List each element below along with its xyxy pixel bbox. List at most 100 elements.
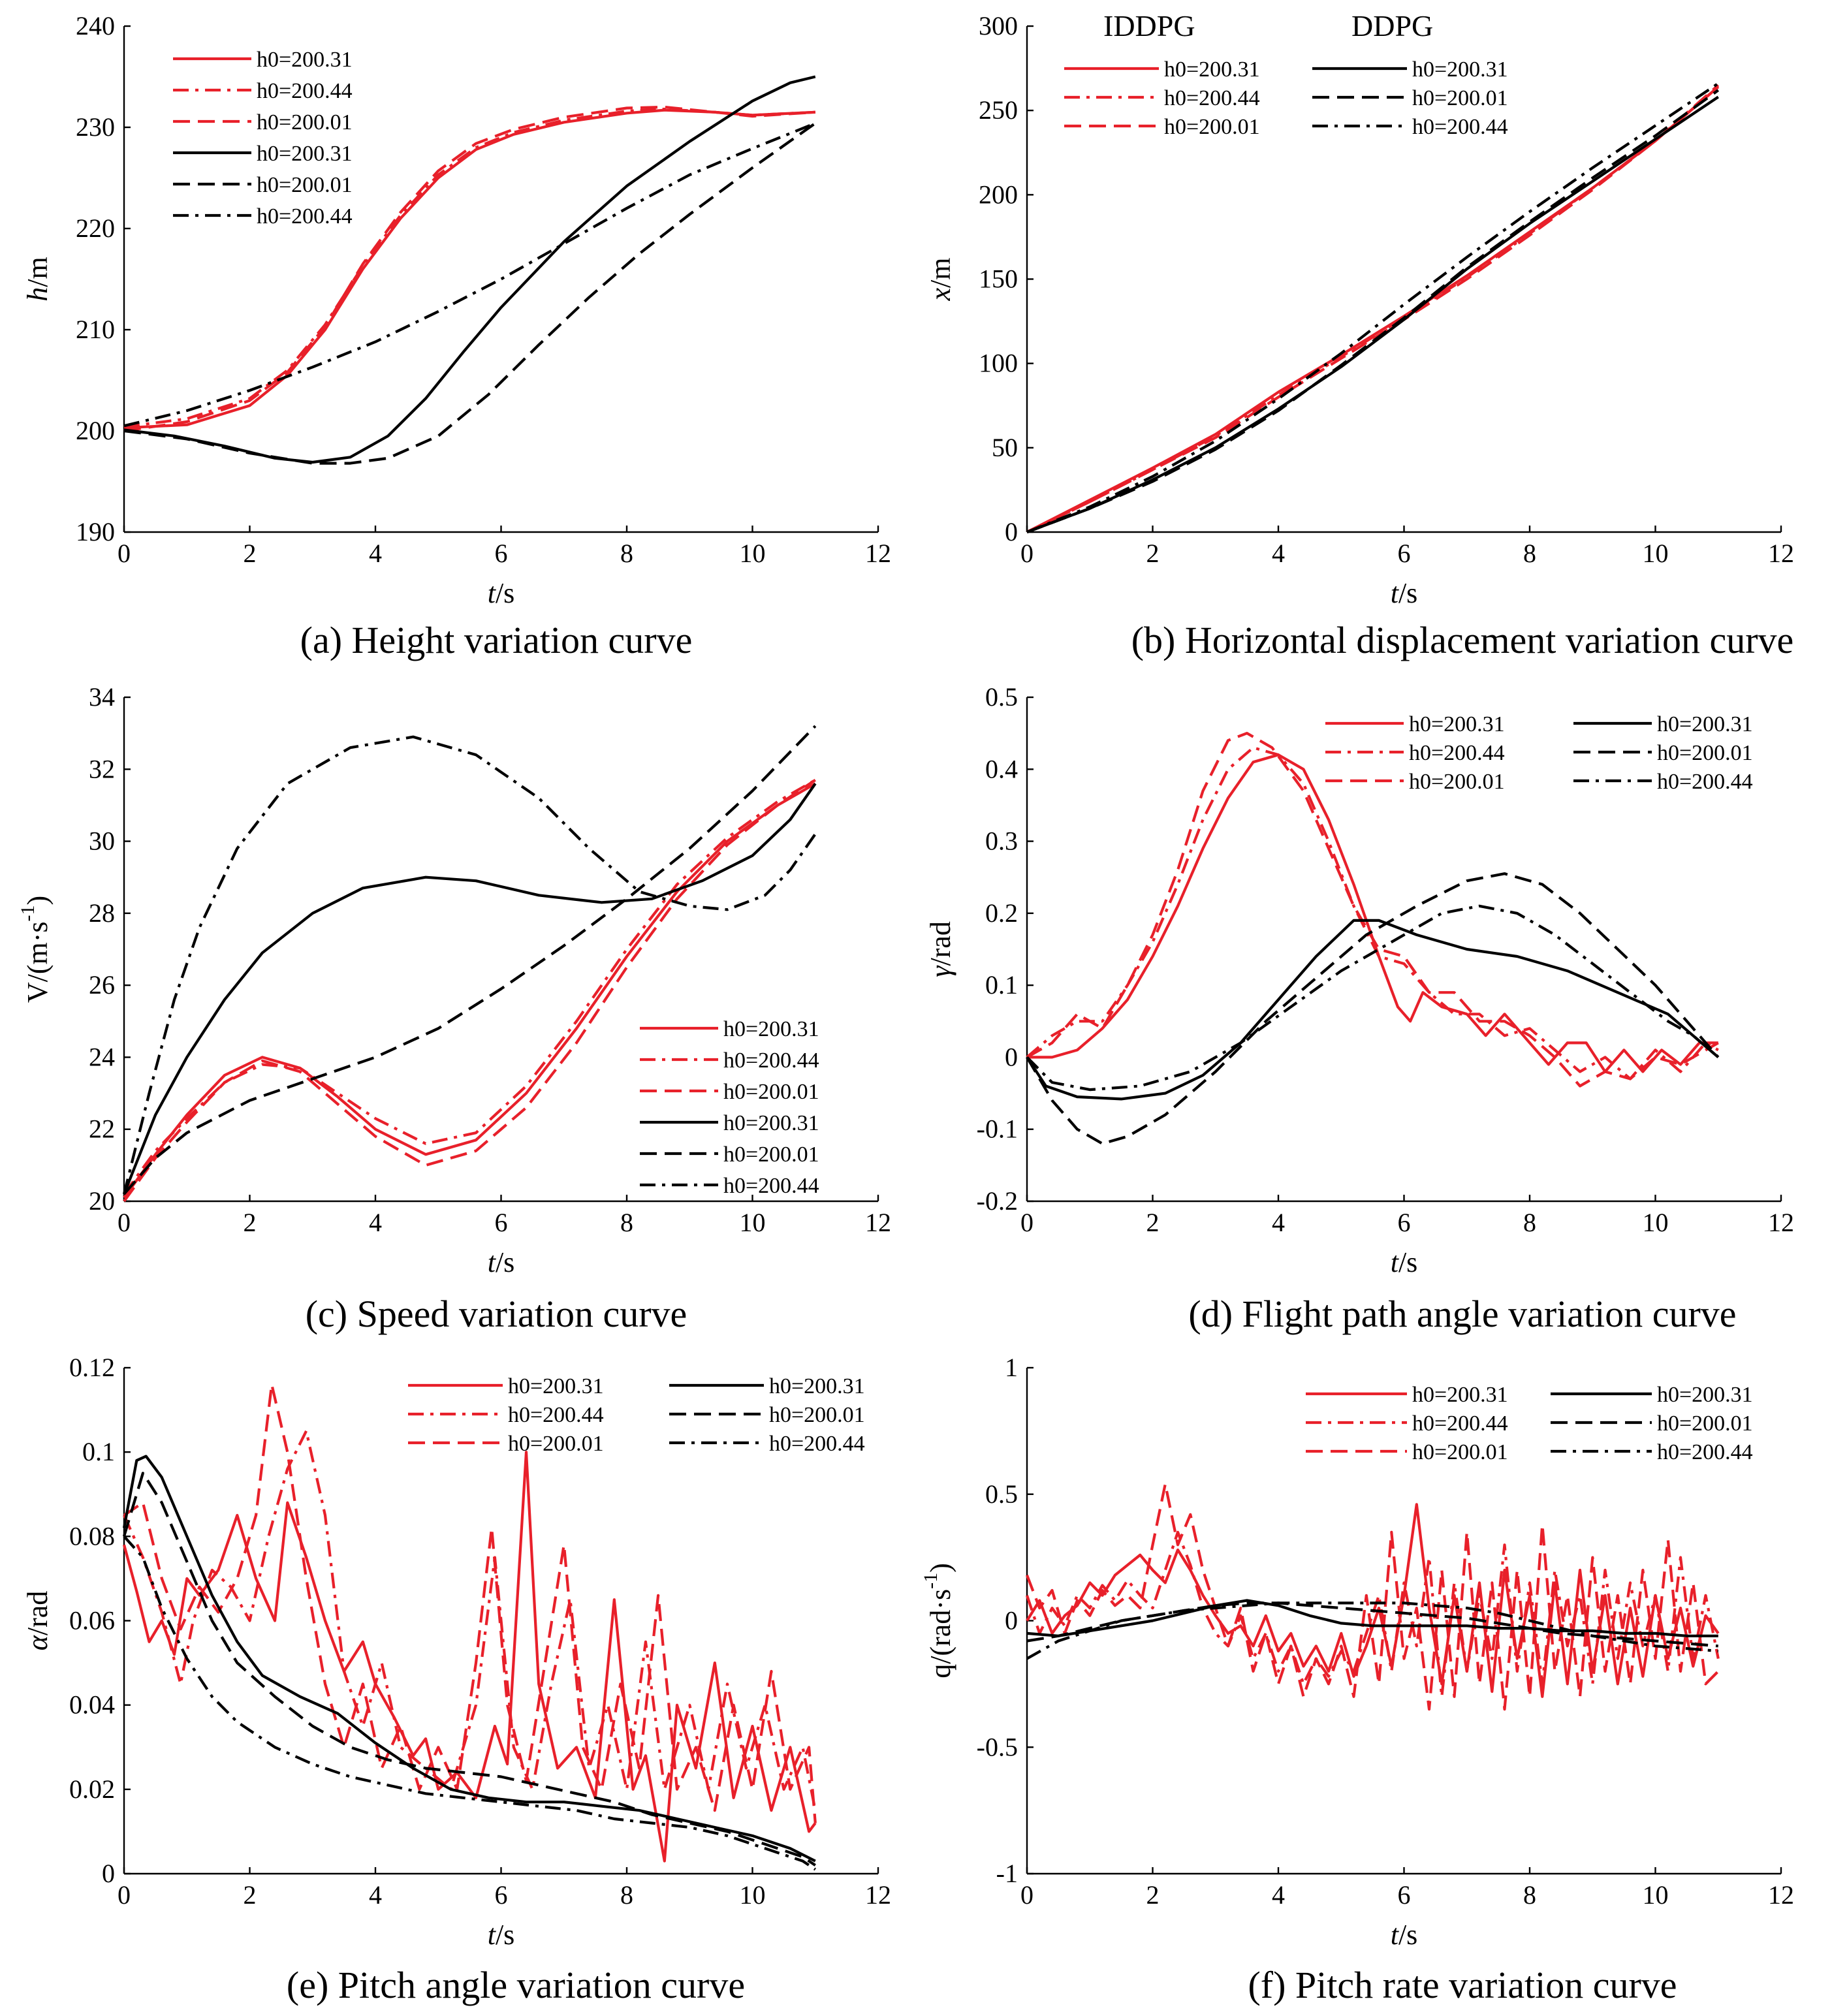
y-tick-label: 0 — [1005, 1606, 1018, 1635]
legend-header: DDPG — [1351, 9, 1433, 42]
y-tick-label: 220 — [76, 213, 115, 243]
y-tick-label: 32 — [89, 754, 115, 783]
x-axis-unit: /s — [1398, 577, 1417, 609]
series-IDDPG-h020044 — [123, 1429, 817, 1811]
y-tick-label: 30 — [89, 827, 115, 856]
series-IDDPG-h020001 — [1026, 1483, 1720, 1711]
x-axis-unit: /s — [496, 1919, 514, 1951]
legend-label: h0=200.44 — [723, 1174, 819, 1198]
panel-caption: (d) Flight path angle variation curve — [1188, 1293, 1736, 1335]
y-axis-title: γ/rad — [924, 921, 956, 977]
y-tick-label: 28 — [89, 898, 115, 928]
series-IDDPG-h020001 — [123, 1383, 817, 1823]
legend-label: h0=200.01 — [723, 1142, 819, 1167]
y-tick-label: 240 — [76, 11, 115, 40]
legend-label: h0=200.31 — [257, 48, 353, 72]
legend-label: h0=200.44 — [1657, 770, 1753, 794]
x-tick-label: 0 — [1020, 539, 1034, 568]
y-axis-exponent: -1 — [17, 906, 39, 922]
y-axis-unit: /rad — [924, 921, 956, 966]
x-tick-label: 12 — [865, 1880, 891, 1910]
legend-label: h0=200.01 — [1164, 115, 1260, 139]
legend: h0=200.31 h0=200.44 h0=200.01 h0=200.31 h0=2… — [173, 48, 353, 228]
series-DDPG-h020031 — [1026, 919, 1720, 1101]
x-tick-label: 4 — [369, 1880, 382, 1910]
legend: IDDPG DDPG h0=200.31 h0=200.44 h0=200.01 h0=2… — [1064, 9, 1508, 139]
legend-label: h0=200.44 — [1409, 741, 1505, 765]
panel-f: 0 2 4 6 8 10 12-1-0.500.51t/sq/(rad·s-1)h0=200… — [920, 1353, 1794, 2006]
panel-caption: (b) Horizontal displacement variation cu… — [1131, 619, 1794, 661]
y-tick-label: -1 — [996, 1859, 1018, 1888]
series-IDDPG-h020031 — [1026, 86, 1720, 533]
series-DDPG-h020044 — [1026, 1601, 1718, 1660]
legend-label: h0=200.44 — [257, 79, 353, 103]
y-tick-label: 190 — [76, 517, 115, 546]
panel-b: 0 2 4 6 8 10 12 0 50 100 150 200 250 300 t/s x/m IDDPG DD… — [924, 9, 1794, 661]
y-tick-label: -0.1 — [977, 1114, 1018, 1144]
x-tick-label: 4 — [1272, 1208, 1285, 1237]
x-tick-label: 6 — [1398, 1880, 1411, 1910]
legend-label: h0=200.31 — [1412, 1383, 1508, 1407]
y-tick-label: 0.06 — [69, 1606, 115, 1635]
legend: h0=200.31 h0=200.44 h0=200.01 h0=200.31 h0=2… — [1325, 712, 1753, 794]
y-tick-label: 0 — [102, 1859, 115, 1888]
legend-label: h0=200.44 — [769, 1432, 865, 1456]
series-DDPG-h020044 — [123, 1535, 816, 1871]
y-axis-var: h — [22, 287, 54, 302]
y-axis-title: α/rad — [22, 1591, 54, 1651]
series-IDDPG-h020031 — [123, 782, 816, 1199]
y-axis-var: γ — [924, 965, 956, 977]
y-tick-label: 22 — [89, 1114, 115, 1144]
x-tick-label: 2 — [244, 539, 257, 568]
x-tick-label: 12 — [1768, 539, 1794, 568]
x-tick-label: 12 — [865, 539, 891, 568]
y-axis-close: ) — [22, 896, 54, 906]
y-tick-label: 0.4 — [985, 754, 1018, 783]
series-DDPG-h020001 — [1026, 872, 1720, 1145]
x-axis-var: t — [1391, 1246, 1400, 1278]
x-tick-label: 2 — [244, 1880, 257, 1910]
x-axis-title: t/s — [488, 1246, 515, 1278]
y-tick-label: 300 — [979, 11, 1018, 40]
y-tick-label: 1 — [1005, 1353, 1018, 1382]
series-DDPG-h020031 — [123, 783, 817, 1195]
x-axis-title: t/s — [488, 577, 515, 609]
y-tick-label: 0.04 — [69, 1690, 115, 1720]
y-tick-label: 20 — [89, 1186, 115, 1216]
legend: h0=200.31 h0=200.44 h0=200.01 h0=200.31 h0=2… — [1306, 1383, 1753, 1464]
x-tick-label: 0 — [1020, 1880, 1034, 1910]
legend-label: h0=200.44 — [1412, 1411, 1508, 1436]
y-axis-close: ) — [924, 1563, 956, 1573]
legend: h0=200.31 h0=200.44 h0=200.01 h0=200.31 h0=2… — [640, 1017, 819, 1198]
x-tick-label: 10 — [740, 1880, 766, 1910]
series-IDDPG-h020031 — [1027, 753, 1718, 1073]
x-tick-label: 4 — [1272, 1880, 1285, 1910]
x-tick-label: 8 — [620, 1208, 633, 1237]
legend-label: h0=200.31 — [1412, 57, 1508, 82]
x-tick-label: 6 — [1398, 1208, 1411, 1237]
series-DDPG-h020001 — [123, 725, 817, 1195]
panel-caption: (c) Speed variation curve — [306, 1293, 687, 1335]
y-axis-base: q/(rad·s — [924, 1589, 956, 1678]
x-tick-label: 8 — [1523, 1208, 1536, 1237]
x-axis-var: t — [488, 577, 497, 609]
x-tick-label: 0 — [118, 539, 131, 568]
y-axis-var: x — [924, 287, 956, 301]
legend-label: h0=200.31 — [257, 142, 353, 166]
y-tick-label: 100 — [979, 349, 1018, 378]
x-tick-label: 0 — [118, 1880, 131, 1910]
x-tick-label: 6 — [495, 1880, 508, 1910]
y-axis-var: α — [22, 1635, 54, 1650]
legend-label: h0=200.31 — [769, 1374, 865, 1398]
legend-label: h0=200.44 — [508, 1403, 604, 1427]
legend-label: h0=200.01 — [769, 1403, 865, 1427]
series-DDPG-h020031 — [1026, 1599, 1718, 1637]
x-tick-label: 12 — [1768, 1880, 1794, 1910]
series-IDDPG-h020044 — [1026, 746, 1719, 1080]
x-tick-label: 6 — [495, 1208, 508, 1237]
y-tick-label: 24 — [89, 1042, 115, 1071]
series-IDDPG-h020001 — [1026, 732, 1719, 1088]
series-IDDPG-h020044 — [123, 108, 815, 428]
legend-label: h0=200.44 — [723, 1048, 819, 1073]
x-axis-unit: /s — [496, 1246, 514, 1278]
